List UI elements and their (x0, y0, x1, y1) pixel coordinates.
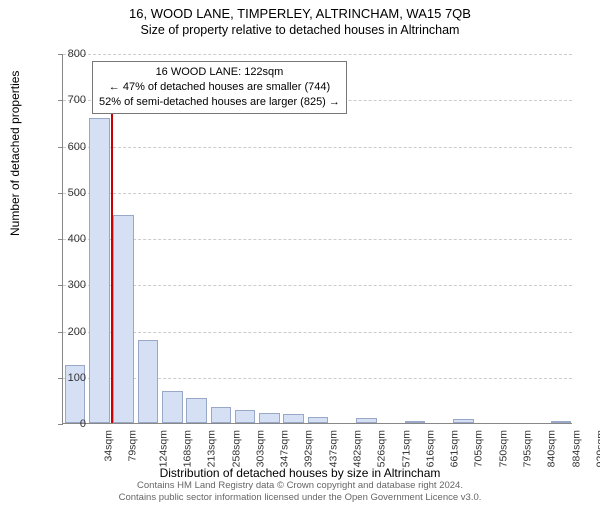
histogram-bar (283, 414, 304, 423)
x-axis-label: Distribution of detached houses by size … (0, 466, 600, 480)
histogram-bar (211, 407, 232, 423)
chart-area: 16 WOOD LANE: 122sqm← 47% of detached ho… (62, 54, 572, 424)
x-tick-label: 392sqm (303, 430, 315, 467)
histogram-bar (89, 118, 110, 423)
annotation-box: 16 WOOD LANE: 122sqm← 47% of detached ho… (92, 61, 347, 114)
annotation-line: 16 WOOD LANE: 122sqm (99, 65, 340, 80)
x-tick-label: 884sqm (570, 430, 582, 467)
histogram-bar (259, 413, 280, 423)
x-tick-label: 929sqm (594, 430, 600, 467)
x-tick-label: 616sqm (424, 430, 436, 467)
x-tick-label: 213sqm (206, 430, 218, 467)
x-tick-label: 437sqm (327, 430, 339, 467)
y-tick-label: 0 (46, 418, 86, 430)
annotation-line: 52% of semi-detached houses are larger (… (99, 95, 340, 110)
gridline (63, 147, 572, 148)
x-tick-label: 168sqm (181, 430, 193, 467)
gridline (63, 239, 572, 240)
y-tick-label: 300 (46, 279, 86, 291)
gridline (63, 54, 572, 55)
y-tick-label: 400 (46, 233, 86, 245)
histogram-bar (186, 398, 207, 423)
footer-line-2: Contains public sector information licen… (0, 492, 600, 504)
histogram-bar (453, 419, 474, 423)
x-tick-label: 661sqm (449, 430, 461, 467)
x-tick-label: 34sqm (103, 430, 115, 462)
x-tick-label: 124sqm (157, 430, 169, 467)
y-tick-label: 700 (46, 94, 86, 106)
x-tick-label: 750sqm (497, 430, 509, 467)
x-tick-label: 526sqm (376, 430, 388, 467)
gridline (63, 193, 572, 194)
x-tick-label: 705sqm (473, 430, 485, 467)
x-tick-label: 840sqm (546, 430, 558, 467)
annotation-line: ← 47% of detached houses are smaller (74… (99, 80, 340, 95)
y-tick-label: 600 (46, 141, 86, 153)
histogram-bar (551, 421, 572, 423)
histogram-bar (113, 215, 134, 423)
y-axis-label: Number of detached properties (8, 71, 22, 236)
footer-attribution: Contains HM Land Registry data © Crown c… (0, 480, 600, 504)
y-tick-label: 500 (46, 187, 86, 199)
x-tick-label: 347sqm (279, 430, 291, 467)
gridline (63, 285, 572, 286)
x-tick-label: 795sqm (521, 430, 533, 467)
y-tick-label: 100 (46, 372, 86, 384)
footer-line-1: Contains HM Land Registry data © Crown c… (0, 480, 600, 492)
histogram-bar (162, 391, 183, 423)
x-tick-label: 303sqm (254, 430, 266, 467)
x-tick-label: 258sqm (230, 430, 242, 467)
property-marker-line (111, 105, 113, 423)
histogram-bar (405, 421, 426, 423)
x-tick-label: 482sqm (351, 430, 363, 467)
x-tick-label: 571sqm (400, 430, 412, 467)
y-tick-label: 200 (46, 326, 86, 338)
page-title: 16, WOOD LANE, TIMPERLEY, ALTRINCHAM, WA… (0, 6, 600, 21)
x-tick-label: 79sqm (127, 430, 139, 462)
gridline (63, 332, 572, 333)
y-tick-label: 800 (46, 48, 86, 60)
histogram-bar (356, 418, 377, 423)
histogram-bar (308, 417, 329, 423)
histogram-bar (235, 410, 256, 423)
page-subtitle: Size of property relative to detached ho… (0, 23, 600, 37)
histogram-bar (138, 340, 159, 423)
